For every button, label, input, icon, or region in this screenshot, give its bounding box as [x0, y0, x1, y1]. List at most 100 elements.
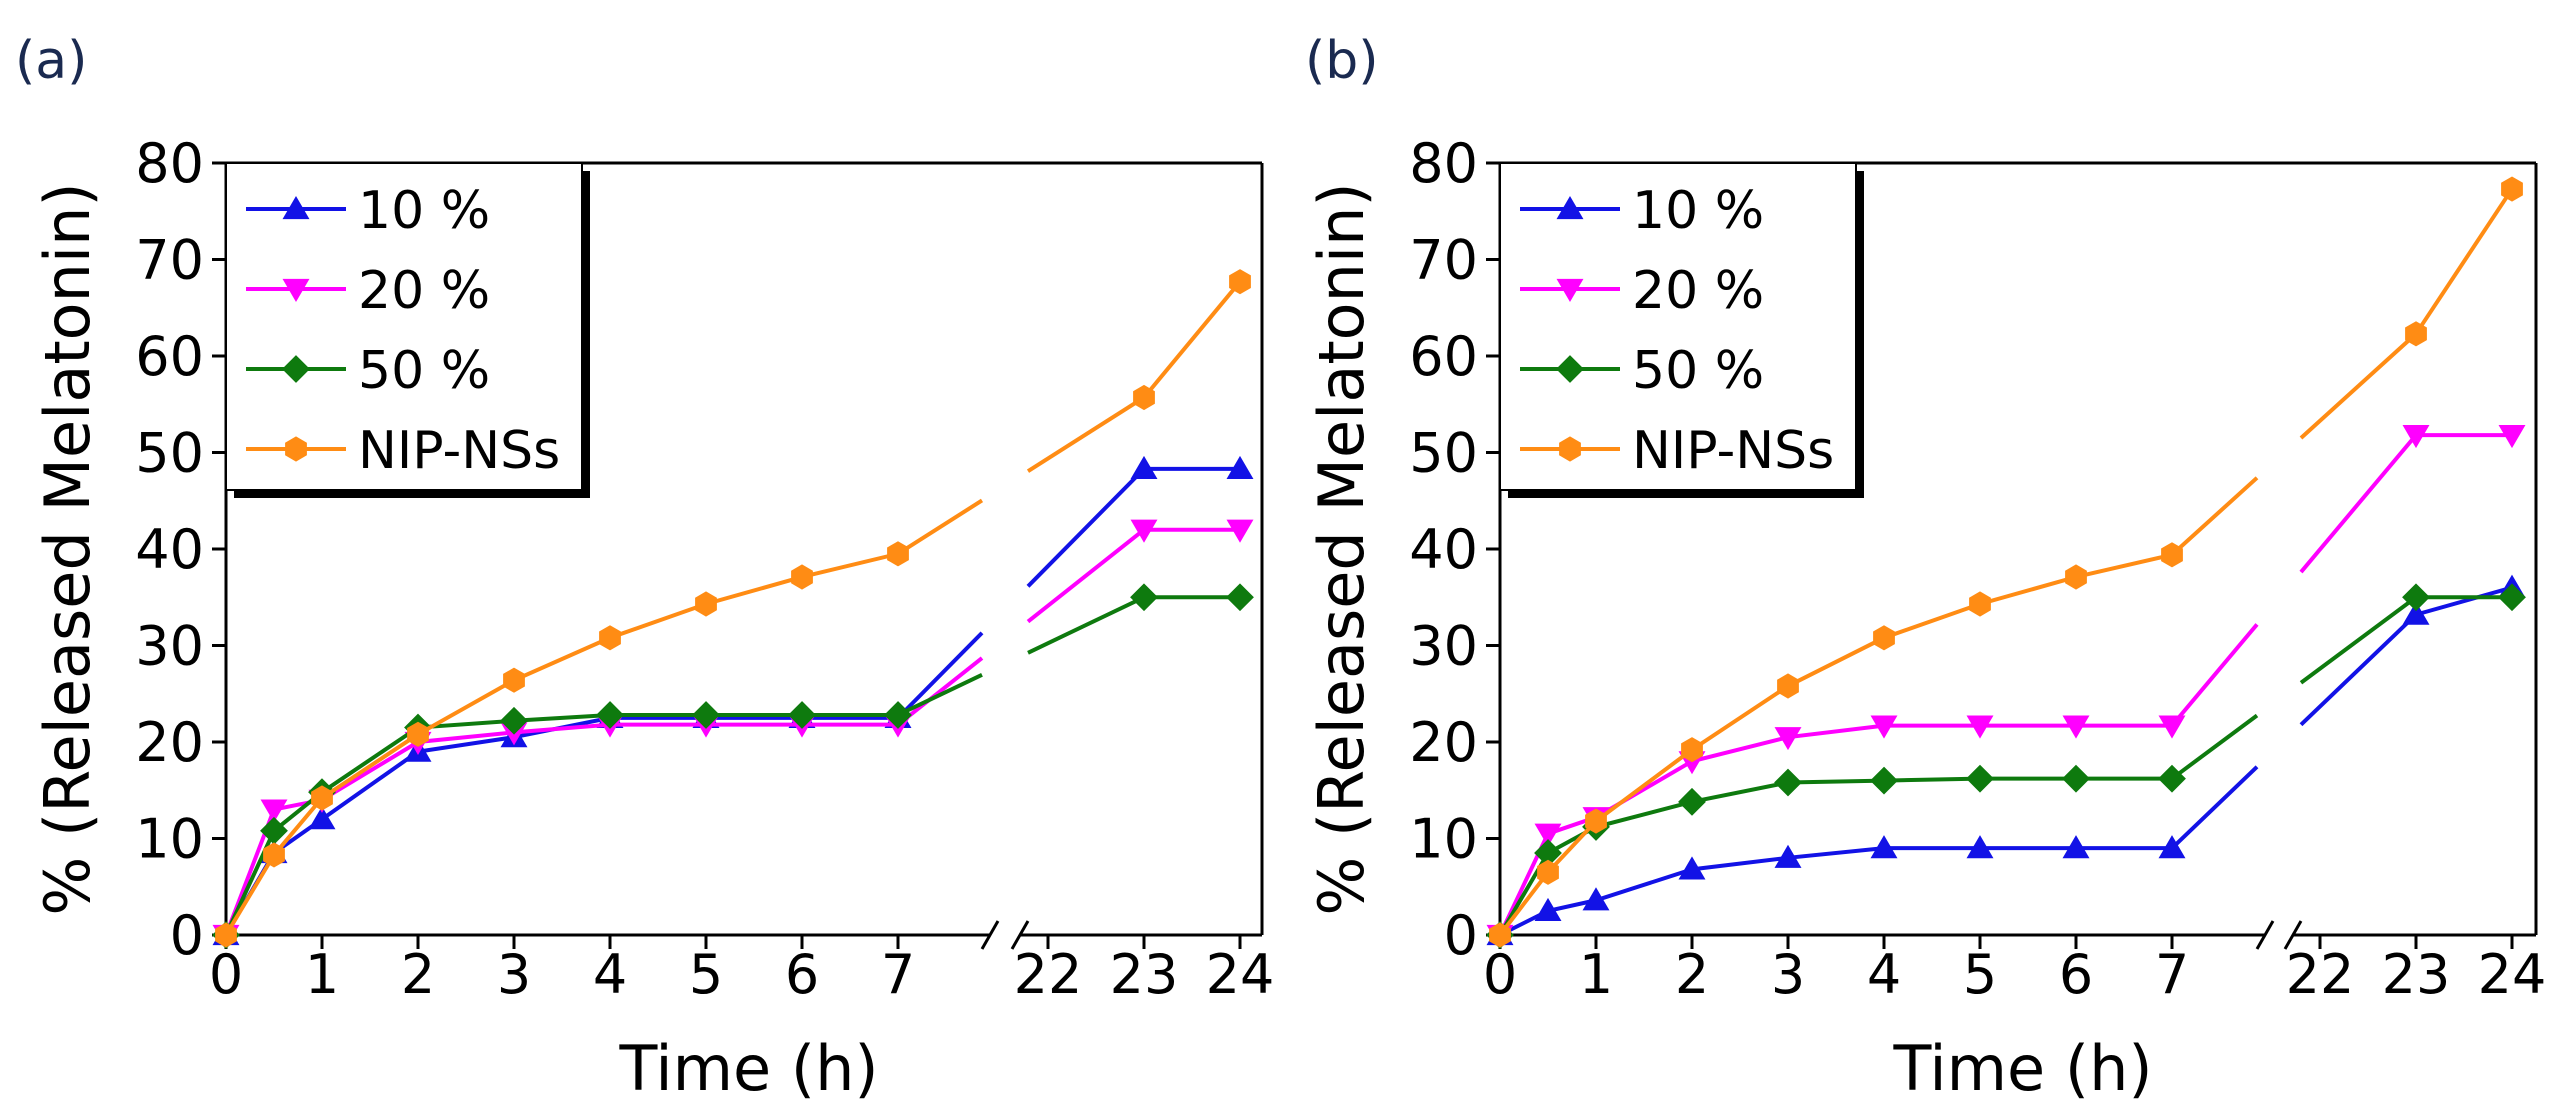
legend-label: 10 %: [1632, 181, 1764, 241]
data-point: [1966, 835, 1994, 859]
y-tick-label: 30: [135, 615, 204, 678]
series-50: [1486, 583, 2526, 949]
data-point: [1966, 715, 1994, 739]
series-line: [2170, 713, 2259, 781]
series-line: [2299, 595, 2418, 685]
panel-label: (b): [1305, 31, 1379, 91]
legend-item-10: 10 %: [1520, 181, 1764, 241]
x-tick-label: 2: [1675, 943, 1709, 1006]
data-point: [884, 701, 912, 729]
data-point: [2498, 583, 2526, 612]
series-line: [2415, 585, 2513, 617]
y-tick-label: 50: [135, 422, 204, 485]
y-tick-label: 70: [1409, 229, 1478, 292]
series-line: [1027, 595, 1145, 655]
x-tick-label: 2: [401, 943, 435, 1006]
data-point: [1969, 591, 1991, 617]
data-point: [2062, 764, 2090, 793]
data-point: [2402, 425, 2430, 449]
data-point: [2498, 425, 2526, 449]
data-point: [2158, 715, 2186, 739]
data-point: [2402, 601, 2430, 625]
series-line: [2299, 613, 2418, 727]
legend-marker: [282, 355, 310, 383]
series-line: [1026, 467, 1146, 588]
legend-label: 20 %: [1632, 261, 1764, 321]
data-point: [1681, 737, 1703, 763]
data-point: [2065, 564, 2087, 590]
series-nip-nss: [1489, 176, 2523, 948]
data-point: [2501, 176, 2523, 202]
data-point: [1130, 455, 1158, 480]
series-line: [896, 498, 984, 556]
x-tick-label: 5: [689, 943, 723, 1006]
x-tick-label: 0: [1483, 943, 1517, 1006]
y-tick-label: 20: [135, 711, 204, 774]
x-tick-label: 0: [209, 943, 243, 1006]
data-point: [1229, 269, 1251, 295]
data-point: [1534, 897, 1562, 921]
data-point: [308, 806, 336, 830]
data-point: [1226, 583, 1254, 612]
x-tick-label: 6: [2059, 943, 2093, 1006]
data-point: [1130, 519, 1158, 543]
y-tick-label: 60: [1409, 325, 1478, 388]
legend-item-nip-nss: NIP-NSs: [1520, 421, 1834, 481]
y-tick-label: 40: [135, 518, 204, 581]
data-point: [791, 564, 813, 590]
x-tick-label: 7: [2155, 943, 2189, 1006]
data-point: [2161, 542, 2183, 568]
legend-marker: [1559, 436, 1581, 462]
legend-item-10: 10 %: [246, 181, 490, 241]
legend-marker: [282, 278, 310, 302]
series-20: [212, 519, 1254, 948]
data-point: [596, 701, 624, 729]
legend-marker: [1556, 355, 1584, 383]
legend-item-nip-nss: NIP-NSs: [246, 421, 560, 481]
legend-marker: [1556, 278, 1584, 302]
series-line: [2414, 187, 2514, 335]
legend-item-50: 50 %: [1520, 341, 1764, 401]
data-point: [1537, 859, 1559, 885]
y-tick-label: 60: [135, 325, 204, 388]
legend-marker: [285, 436, 307, 462]
data-point: [2402, 583, 2430, 612]
series-line: [2170, 765, 2259, 850]
legend: 10 % 20 % 50 % NIP-NSs: [225, 162, 590, 498]
y-tick-label: 10: [1409, 808, 1478, 871]
data-point: [2158, 835, 2186, 859]
data-point: [1870, 766, 1898, 795]
series-line: [897, 672, 983, 717]
x-tick-label: 22: [2286, 943, 2355, 1006]
x-tick-label: 1: [1579, 943, 1613, 1006]
data-point: [695, 591, 717, 617]
legend: 10 % 20 % 50 % NIP-NSs: [1499, 162, 1864, 498]
x-tick-label: 5: [1963, 943, 1997, 1006]
panel-label: (a): [15, 31, 87, 91]
data-point: [260, 799, 288, 823]
legend-item-50: 50 %: [246, 341, 490, 401]
legend-marker: [282, 196, 310, 220]
data-point: [2405, 321, 2427, 347]
data-point: [1774, 727, 1802, 751]
x-tick-label: 24: [1206, 943, 1275, 1006]
x-tick-label: 3: [497, 943, 531, 1006]
y-tick-label: 0: [1444, 904, 1478, 967]
series-line: [2170, 623, 2259, 727]
data-point: [1133, 384, 1155, 411]
legend-label: 50 %: [1632, 341, 1764, 401]
y-axis-title: % (Released Melatonin): [31, 182, 104, 915]
series-line: [2299, 332, 2418, 440]
legend-item-20: 20 %: [246, 261, 490, 321]
series-line: [2170, 476, 2259, 557]
series-line: [896, 631, 984, 720]
legend-label: 50 %: [358, 341, 490, 401]
data-point: [1489, 922, 1511, 948]
axis-break-mark: [2283, 920, 2303, 950]
y-tick-label: 40: [1409, 518, 1478, 581]
data-point: [788, 701, 816, 729]
y-axis-title: % (Released Melatonin): [1305, 182, 1378, 915]
